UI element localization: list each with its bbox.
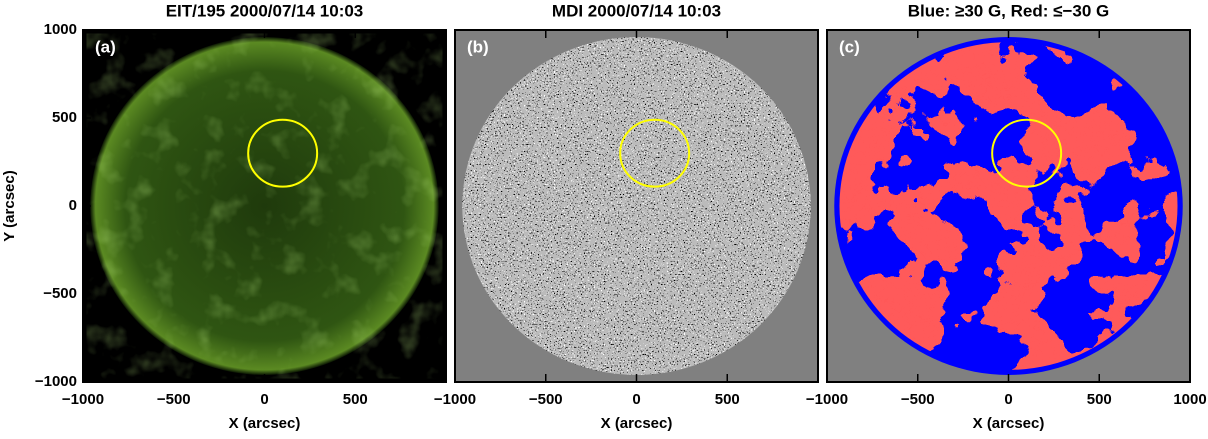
x-tick-label: −500 [901, 391, 935, 408]
region-circle [247, 118, 319, 188]
corona-texture [86, 33, 443, 379]
y-tick-label: 0 [69, 197, 77, 214]
y-tick-label: 1000 [44, 21, 77, 38]
x-tick-label: 500 [715, 391, 740, 408]
negative-polarity [839, 42, 1178, 370]
x-tick-label: −1000 [434, 391, 476, 408]
x-tick-label: −500 [157, 391, 191, 408]
x-tick-label: 0 [632, 391, 640, 408]
y-tick-label: −1000 [35, 373, 77, 390]
panel-label: (a) [95, 37, 116, 56]
panel [827, 30, 1190, 382]
panel-title: MDI 2000/07/14 10:03 [552, 1, 721, 20]
x-tick-label: −1000 [806, 391, 848, 408]
x-axis-label: X (arcsec) [229, 415, 301, 432]
x-axis-label: X (arcsec) [601, 415, 673, 432]
x-axis-label: X (arcsec) [973, 415, 1045, 432]
panel [455, 30, 818, 382]
panel-label: (b) [467, 37, 489, 56]
panel-title: Blue: ≥30 G, Red: ≤−30 G [908, 1, 1109, 20]
y-axis-label: Y (arcsec) [1, 170, 18, 241]
x-tick-label: −500 [529, 391, 563, 408]
panel [83, 30, 446, 382]
y-tick-label: 500 [52, 109, 77, 126]
x-tick-label: 0 [260, 391, 268, 408]
x-tick-label: 500 [1087, 391, 1112, 408]
x-tick-label: 0 [1004, 391, 1012, 408]
region-circle [991, 118, 1063, 188]
panel-title: EIT/195 2000/07/14 10:03 [166, 1, 364, 20]
x-tick-label: 500 [343, 391, 368, 408]
x-tick-label: 1000 [1173, 391, 1206, 408]
region-circle [619, 118, 691, 188]
magnetogram [462, 37, 811, 375]
y-tick-label: −500 [43, 285, 77, 302]
x-tick-label: −1000 [62, 391, 104, 408]
panel-label: (c) [839, 37, 860, 56]
